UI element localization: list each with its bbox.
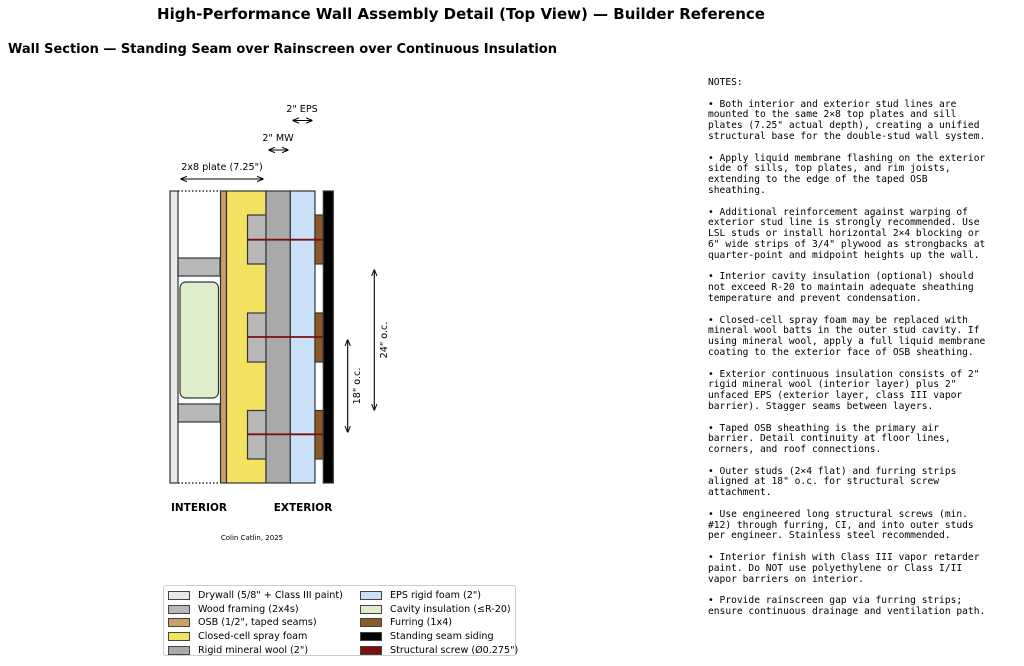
credit: Colin Catlin, 2025 xyxy=(221,534,283,542)
legend-swatch xyxy=(360,604,382,614)
osb-sheathing xyxy=(219,190,228,484)
legend-label: Standing seam siding xyxy=(390,631,494,643)
note-item: • Both interior and exterior stud lines … xyxy=(708,98,986,142)
legend-label: Wood framing (2x4s) xyxy=(198,603,299,615)
exterior-label: EXTERIOR xyxy=(274,502,333,514)
note-item: • Closed-cell spray foam may be replaced… xyxy=(708,314,986,358)
note-item: • Use engineered long structural screws … xyxy=(708,508,974,542)
legend-swatch xyxy=(168,604,190,614)
legend-item: Drywall (5/8" + Class III paint) xyxy=(168,589,360,603)
diagram-subtitle: Wall Section — Standing Seam over Rainsc… xyxy=(8,42,557,57)
note-item: • Additional reinforcement against warpi… xyxy=(708,206,986,261)
note-item: • Apply liquid membrane flashing on the … xyxy=(708,152,986,196)
wall-section-diagram: 2x8 plate (7.25") 2" MW 2" EPS 18" o.c. … xyxy=(169,104,390,542)
mw-dimension-label: 2" MW xyxy=(262,133,294,144)
legend-item: Rigid mineral wool (2") xyxy=(168,643,360,657)
note-item: • Exterior continuous insulation consist… xyxy=(708,368,980,412)
standing-seam-siding xyxy=(322,190,334,484)
legend-label: Structural screw (Ø0.275") xyxy=(390,644,519,656)
legend-label: EPS rigid foam (2") xyxy=(390,590,482,602)
legend-swatch xyxy=(168,591,190,601)
legend-item: Structural screw (Ø0.275") xyxy=(360,643,520,657)
legend: Drywall (5/8" + Class III paint) Wood fra… xyxy=(163,585,518,657)
note-item: • Interior finish with Class III vapor r… xyxy=(708,552,980,585)
legend-swatch xyxy=(168,645,190,655)
legend-swatch xyxy=(360,618,382,628)
legend-label: Rigid mineral wool (2") xyxy=(198,644,309,656)
eps-dimension-label: 2" EPS xyxy=(286,104,318,115)
oc24-dimension-label: 24" o.c. xyxy=(379,322,390,359)
interior-label: INTERIOR xyxy=(171,502,227,514)
legend-swatch xyxy=(168,618,190,628)
drywall xyxy=(169,190,179,484)
legend-item: Furring (1x4) xyxy=(360,616,520,630)
inner-stud xyxy=(177,403,221,423)
legend-item: Closed-cell spray foam xyxy=(168,630,360,644)
legend-item: Standing seam siding xyxy=(360,630,520,644)
legend-swatch xyxy=(360,645,382,655)
note-item: • Provide rainscreen gap via furring str… xyxy=(708,595,986,618)
oc18-dimension-label: 18" o.c. xyxy=(352,368,363,405)
legend-swatch xyxy=(360,591,382,601)
legend-swatch xyxy=(360,632,382,642)
cavity-insulation xyxy=(179,281,220,399)
note-item: • Interior cavity insulation (optional) … xyxy=(708,271,974,304)
legend-item: EPS rigid foam (2") xyxy=(360,589,520,603)
legend-item: OSB (1/2", taped seams) xyxy=(168,616,360,630)
note-item: • Taped OSB sheathing is the primary air… xyxy=(708,422,951,456)
legend-label: OSB (1/2", taped seams) xyxy=(198,617,317,629)
legend-label: Closed-cell spray foam xyxy=(198,631,308,643)
inner-stud xyxy=(177,257,221,277)
notes-header: NOTES: xyxy=(708,77,743,88)
note-item: • Outer studs (2×4 flat) and furring str… xyxy=(708,465,957,499)
legend-item: Cavity insulation (≤R-20) xyxy=(360,603,520,617)
legend-label: Drywall (5/8" + Class III paint) xyxy=(198,590,343,602)
plate-dimension-label: 2x8 plate (7.25") xyxy=(181,162,263,173)
legend-label: Furring (1x4) xyxy=(390,617,453,629)
legend-swatch xyxy=(168,632,190,642)
notes-panel: NOTES: • Both interior and exterior stud… xyxy=(708,77,986,629)
legend-label: Cavity insulation (≤R-20) xyxy=(390,603,511,615)
legend-item: Wood framing (2x4s) xyxy=(168,603,360,617)
page-title: High-Performance Wall Assembly Detail (T… xyxy=(157,5,765,23)
